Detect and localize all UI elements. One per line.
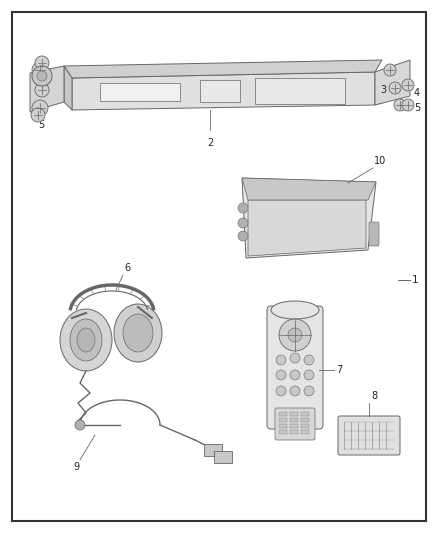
- Text: 4: 4: [38, 107, 44, 117]
- FancyBboxPatch shape: [267, 306, 323, 429]
- Circle shape: [402, 79, 414, 91]
- Circle shape: [402, 99, 414, 111]
- Polygon shape: [375, 60, 410, 105]
- Ellipse shape: [114, 304, 162, 362]
- Ellipse shape: [60, 309, 112, 371]
- Bar: [290, 418, 298, 422]
- Text: 1: 1: [412, 275, 419, 285]
- Circle shape: [276, 355, 286, 365]
- Ellipse shape: [123, 314, 153, 352]
- Polygon shape: [64, 66, 72, 110]
- Circle shape: [279, 319, 311, 351]
- Circle shape: [238, 203, 248, 213]
- Bar: [100, 83, 180, 101]
- Circle shape: [290, 386, 300, 396]
- Circle shape: [389, 82, 401, 94]
- Circle shape: [384, 64, 396, 76]
- Circle shape: [238, 218, 248, 228]
- FancyBboxPatch shape: [369, 222, 379, 246]
- Text: 5: 5: [38, 120, 44, 130]
- Bar: [279, 430, 287, 434]
- Bar: [301, 424, 309, 428]
- Text: 9: 9: [73, 462, 79, 472]
- Bar: [279, 418, 287, 422]
- Text: 8: 8: [371, 391, 377, 401]
- Text: 6: 6: [124, 263, 130, 273]
- Polygon shape: [242, 178, 376, 258]
- Circle shape: [276, 386, 286, 396]
- Circle shape: [32, 62, 48, 78]
- Ellipse shape: [70, 319, 102, 361]
- Text: 10: 10: [374, 156, 386, 166]
- Polygon shape: [64, 60, 382, 78]
- Text: 4: 4: [414, 88, 420, 98]
- Circle shape: [304, 355, 314, 365]
- Bar: [301, 412, 309, 416]
- Bar: [290, 412, 298, 416]
- Bar: [200, 80, 240, 102]
- Text: 3: 3: [38, 75, 44, 85]
- Circle shape: [31, 108, 45, 122]
- Circle shape: [288, 328, 302, 342]
- Polygon shape: [72, 72, 375, 110]
- Bar: [290, 424, 298, 428]
- FancyBboxPatch shape: [275, 408, 315, 440]
- Bar: [301, 430, 309, 434]
- Text: 5: 5: [414, 103, 420, 113]
- Circle shape: [290, 370, 300, 380]
- Circle shape: [32, 100, 48, 116]
- Circle shape: [32, 66, 52, 86]
- Circle shape: [304, 386, 314, 396]
- Text: 7: 7: [336, 365, 342, 375]
- Polygon shape: [30, 66, 64, 112]
- Bar: [255, 78, 345, 104]
- Polygon shape: [242, 178, 376, 200]
- FancyBboxPatch shape: [338, 416, 400, 455]
- Bar: [301, 418, 309, 422]
- Polygon shape: [248, 200, 366, 256]
- Circle shape: [238, 231, 248, 241]
- Circle shape: [394, 99, 406, 111]
- FancyBboxPatch shape: [214, 451, 232, 463]
- Circle shape: [37, 71, 47, 81]
- Text: 2: 2: [207, 138, 213, 148]
- Bar: [279, 424, 287, 428]
- Ellipse shape: [77, 328, 95, 352]
- Circle shape: [304, 370, 314, 380]
- Bar: [290, 430, 298, 434]
- Bar: [279, 412, 287, 416]
- Circle shape: [35, 83, 49, 97]
- Circle shape: [276, 370, 286, 380]
- Circle shape: [35, 56, 49, 70]
- Circle shape: [75, 420, 85, 430]
- FancyBboxPatch shape: [204, 444, 222, 456]
- Ellipse shape: [271, 301, 319, 319]
- Text: 3: 3: [380, 85, 386, 95]
- Circle shape: [290, 353, 300, 363]
